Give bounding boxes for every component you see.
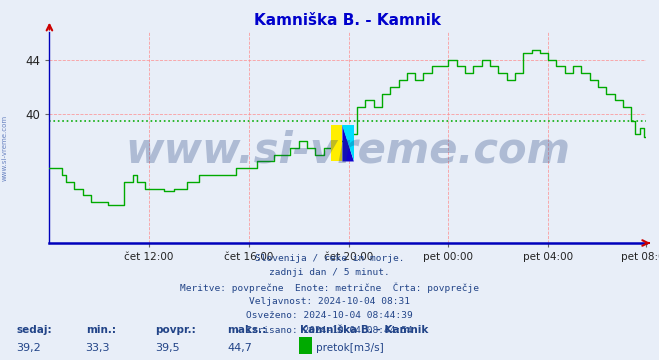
Text: min.:: min.: xyxy=(86,325,116,335)
Text: Izrisano: 2024-10-04 08:44:54: Izrisano: 2024-10-04 08:44:54 xyxy=(246,326,413,335)
Text: pretok[m3/s]: pretok[m3/s] xyxy=(316,343,384,353)
Text: 39,2: 39,2 xyxy=(16,343,42,353)
Text: Meritve: povprečne  Enote: metrične  Črta: povprečje: Meritve: povprečne Enote: metrične Črta:… xyxy=(180,283,479,293)
Bar xyxy=(331,125,343,162)
Polygon shape xyxy=(343,125,354,162)
Text: Slovenija / reke in morje.: Slovenija / reke in morje. xyxy=(255,254,404,263)
Text: Veljavnost: 2024-10-04 08:31: Veljavnost: 2024-10-04 08:31 xyxy=(249,297,410,306)
Text: 39,5: 39,5 xyxy=(155,343,179,353)
Text: povpr.:: povpr.: xyxy=(155,325,196,335)
Text: www.si-vreme.com: www.si-vreme.com xyxy=(1,114,8,181)
Text: sedaj:: sedaj: xyxy=(16,325,52,335)
Text: Kamniška B. - Kamnik: Kamniška B. - Kamnik xyxy=(300,325,428,335)
Text: zadnji dan / 5 minut.: zadnji dan / 5 minut. xyxy=(269,268,390,277)
Text: maks.:: maks.: xyxy=(227,325,267,335)
Title: Kamniška B. - Kamnik: Kamniška B. - Kamnik xyxy=(254,13,441,28)
Text: Osveženo: 2024-10-04 08:44:39: Osveženo: 2024-10-04 08:44:39 xyxy=(246,311,413,320)
Text: 33,3: 33,3 xyxy=(86,343,110,353)
Polygon shape xyxy=(343,125,354,162)
Text: www.si-vreme.com: www.si-vreme.com xyxy=(125,129,570,171)
Text: 44,7: 44,7 xyxy=(227,343,252,353)
